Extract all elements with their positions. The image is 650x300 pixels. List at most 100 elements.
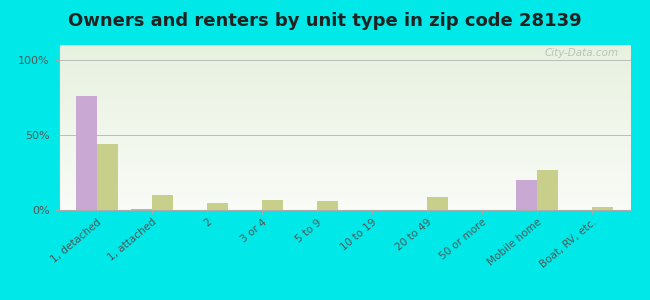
Bar: [537, 169, 558, 210]
Text: Owners and renters by unit type in zip code 28139: Owners and renters by unit type in zip c…: [68, 12, 582, 30]
Bar: [58, 104, 650, 105]
Bar: [58, 200, 650, 201]
Bar: [58, 139, 650, 140]
Bar: [58, 151, 650, 152]
Bar: [58, 107, 650, 108]
Bar: [58, 52, 650, 53]
Bar: [317, 201, 338, 210]
Bar: [58, 148, 650, 149]
Bar: [58, 160, 650, 161]
Bar: [58, 155, 650, 156]
Bar: [58, 75, 650, 76]
Bar: [58, 89, 650, 90]
Bar: [58, 177, 650, 178]
Bar: [131, 208, 152, 210]
Bar: [152, 195, 173, 210]
Bar: [58, 116, 650, 117]
Bar: [58, 208, 650, 209]
Bar: [58, 92, 650, 93]
Bar: [58, 167, 650, 168]
Bar: [58, 128, 650, 129]
Bar: [58, 49, 650, 50]
Bar: [58, 172, 650, 173]
Bar: [58, 120, 650, 121]
Bar: [58, 161, 650, 162]
Bar: [58, 209, 650, 210]
Bar: [58, 64, 650, 65]
Bar: [58, 113, 650, 114]
Bar: [58, 76, 650, 77]
Bar: [58, 159, 650, 160]
Bar: [58, 198, 650, 199]
Bar: [58, 145, 650, 146]
Bar: [58, 174, 650, 175]
Bar: [58, 133, 650, 134]
Bar: [58, 186, 650, 187]
Bar: [58, 191, 650, 192]
Bar: [516, 180, 537, 210]
Bar: [58, 144, 650, 145]
Bar: [58, 150, 650, 151]
Bar: [58, 188, 650, 189]
Bar: [58, 126, 650, 127]
Bar: [58, 185, 650, 186]
Bar: [58, 53, 650, 54]
Bar: [58, 97, 650, 98]
Bar: [58, 56, 650, 57]
Bar: [58, 55, 650, 56]
Bar: [58, 81, 650, 82]
Bar: [58, 180, 650, 181]
Bar: [58, 50, 650, 51]
Bar: [58, 124, 650, 125]
Bar: [58, 196, 650, 197]
Bar: [58, 84, 650, 85]
Bar: [58, 115, 650, 116]
Bar: [58, 88, 650, 89]
Bar: [58, 138, 650, 139]
Bar: [58, 62, 650, 63]
Bar: [58, 171, 650, 172]
Bar: [58, 190, 650, 191]
Bar: [58, 201, 650, 202]
Bar: [58, 183, 650, 184]
Bar: [58, 83, 650, 84]
Bar: [58, 99, 650, 100]
Bar: [58, 163, 650, 164]
Bar: [58, 129, 650, 130]
Bar: [58, 71, 650, 72]
Bar: [58, 130, 650, 131]
Bar: [58, 182, 650, 183]
Bar: [58, 158, 650, 159]
Bar: [58, 121, 650, 122]
Bar: [58, 168, 650, 169]
Bar: [58, 134, 650, 135]
Bar: [58, 79, 650, 80]
Bar: [58, 65, 650, 66]
Bar: [58, 90, 650, 91]
Bar: [58, 54, 650, 55]
Bar: [58, 154, 650, 155]
Bar: [58, 132, 650, 133]
Bar: [58, 146, 650, 147]
Bar: [58, 103, 650, 104]
Bar: [58, 57, 650, 58]
Bar: [58, 118, 650, 119]
Bar: [58, 106, 650, 107]
Bar: [58, 135, 650, 136]
Bar: [58, 160, 650, 161]
Bar: [97, 144, 118, 210]
Bar: [58, 66, 650, 67]
Bar: [58, 67, 650, 68]
Bar: [58, 95, 650, 96]
Bar: [58, 119, 650, 120]
Bar: [58, 125, 650, 126]
Bar: [58, 153, 650, 154]
Bar: [58, 194, 650, 195]
Bar: [58, 82, 650, 83]
Bar: [592, 207, 613, 210]
Bar: [58, 197, 650, 198]
Bar: [207, 202, 228, 210]
Bar: [58, 51, 650, 52]
Bar: [58, 162, 650, 163]
Bar: [58, 85, 650, 86]
